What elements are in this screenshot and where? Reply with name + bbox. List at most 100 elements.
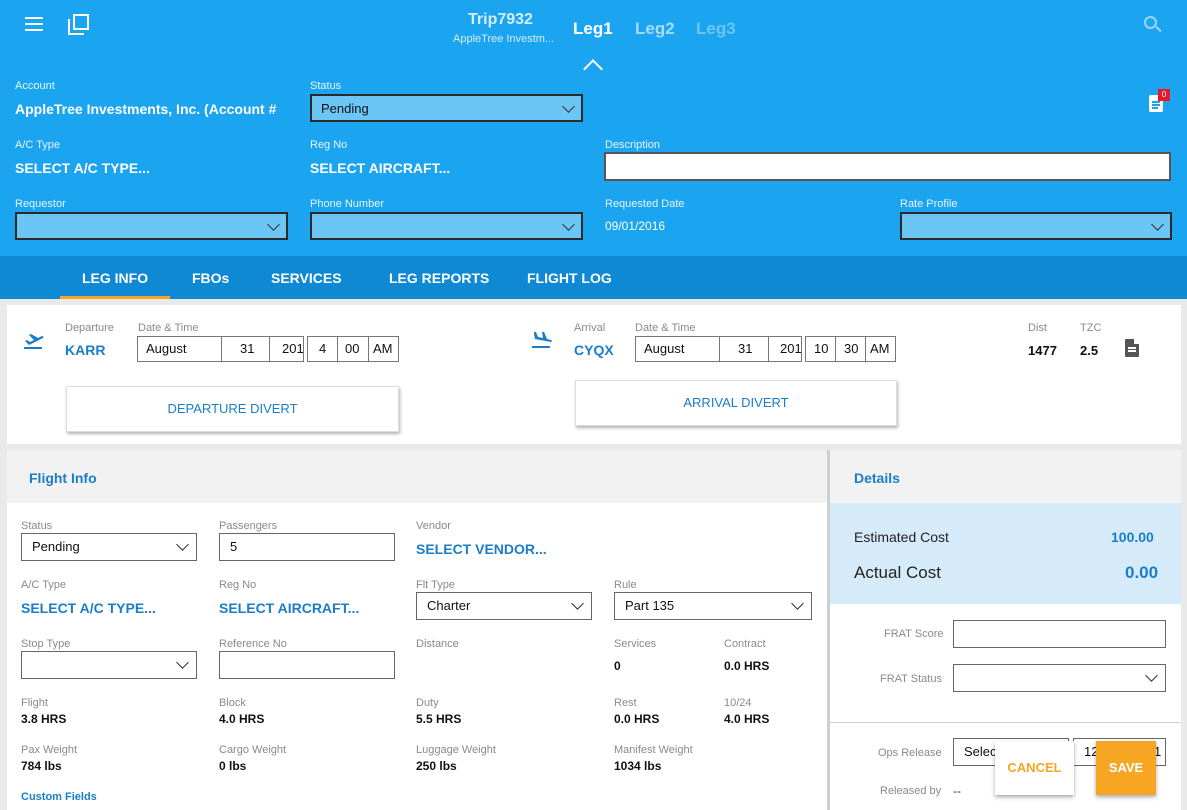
fi-status-value: Pending [32,539,80,554]
departure-year[interactable]: 201 [269,336,304,362]
departure-airport[interactable]: KARR [65,342,106,358]
fi-services-label: Services [614,638,657,650]
chevron-down-icon [791,597,804,610]
pages-icon[interactable] [68,14,90,36]
chevron-down-icon [267,218,280,231]
departure-hour[interactable]: 4 [307,336,338,362]
ops-release-select-value: Select [964,744,1001,759]
fi-refno-label: Reference No [219,638,287,650]
rate-profile-select[interactable] [900,212,1172,240]
fi-flttype-select[interactable]: Charter [416,592,592,620]
phone-select[interactable] [310,212,583,240]
tab-services[interactable]: SERVICES [271,270,342,286]
fi-vendor-select[interactable]: SELECT VENDOR... [416,541,547,557]
frat-score-label: FRAT Score [884,628,944,640]
actual-cost-label: Actual Cost [854,563,941,582]
arrival-label: Arrival [574,322,606,334]
released-by-label: Released by [880,785,942,797]
requested-date-value[interactable]: 09/01/2016 [605,219,666,233]
fi-rest-label: Rest [614,697,637,709]
fi-status-select[interactable]: Pending [21,533,197,561]
fi-passengers-input[interactable]: 5 [219,533,395,561]
account-label: Account [15,80,55,92]
tab-leg-info[interactable]: LEG INFO [82,270,149,286]
fi-ratio-label: 10/24 [724,697,752,709]
departure-day[interactable]: 31 [221,336,270,362]
phone-label: Phone Number [310,198,384,210]
fi-regno-select[interactable]: SELECT AIRCRAFT... [219,600,360,616]
arrival-minute[interactable]: 30 [835,336,866,362]
arrival-year[interactable]: 201 [768,336,802,362]
departure-minute[interactable]: 00 [337,336,369,362]
trip-account-subtitle: AppleTree Investm... [453,33,555,45]
fi-flight-label: Flight [21,697,48,709]
status-select[interactable]: Pending [310,94,583,122]
description-input[interactable] [604,152,1171,181]
document-icon[interactable] [1125,339,1139,357]
frat-score-input[interactable] [953,620,1166,648]
flight-info-panel [7,450,827,810]
arrival-month[interactable]: August [635,336,720,362]
custom-fields-link[interactable]: Custom Fields [21,791,97,803]
chevron-down-icon [176,656,189,669]
tab-leg-reports[interactable]: LEG REPORTS [389,270,490,286]
fi-stoptype-label: Stop Type [21,638,71,650]
fi-block-label: Block [219,697,246,709]
arrival-hour[interactable]: 10 [805,336,836,362]
fi-rule-label: Rule [614,579,637,591]
requestor-select[interactable] [15,212,288,240]
search-icon[interactable] [1144,16,1162,34]
menu-icon[interactable] [25,17,43,31]
fi-vendor-label: Vendor [416,520,451,532]
fi-rule-select[interactable]: Part 135 [614,592,812,620]
ops-release-time-end: 1 [1154,744,1162,759]
rate-profile-label: Rate Profile [900,198,958,210]
fi-flttype-value: Charter [427,598,471,613]
chevron-down-icon [176,538,189,551]
ops-release-time-value: 12 [1084,744,1099,759]
arrival-divert-button[interactable]: ARRIVAL DIVERT [575,380,897,426]
arrival-airport[interactable]: CYQX [574,342,614,358]
tab-leg3[interactable]: Leg3 [696,19,736,38]
departure-ampm[interactable]: AM [368,336,399,362]
fi-cargoweight-label: Cargo Weight [219,744,287,756]
fi-flight-value: 3.8 HRS [21,712,67,726]
description-label: Description [605,139,661,151]
regno-select[interactable]: SELECT AIRCRAFT... [310,160,451,176]
departure-label: Departure [65,322,114,334]
status-label: Status [310,80,342,92]
departure-month[interactable]: August [137,336,222,362]
panel-divider [827,450,830,810]
chevron-down-icon [562,218,575,231]
tzc-value: 2.5 [1080,343,1099,358]
cancel-button[interactable]: CANCEL [995,741,1074,795]
chevron-down-icon [1145,669,1158,682]
fi-paxweight-label: Pax Weight [21,744,78,756]
save-button[interactable]: SAVE [1096,741,1156,795]
actual-cost-value: 0.00 [1125,563,1159,582]
account-value[interactable]: AppleTree Investments, Inc. (Account # [15,101,277,117]
frat-status-select[interactable] [953,664,1166,692]
arrival-ampm[interactable]: AM [865,336,896,362]
requested-date-label: Requested Date [605,198,685,210]
tab-flight-log[interactable]: FLIGHT LOG [527,270,612,286]
fi-actype-select[interactable]: SELECT A/C TYPE... [21,600,156,616]
tab-leg2[interactable]: Leg2 [635,19,675,38]
actype-select[interactable]: SELECT A/C TYPE... [15,160,150,176]
fi-stoptype-select[interactable] [21,651,197,679]
departure-datetime-label: Date & Time [138,322,199,334]
tab-fbos[interactable]: FBOs [192,270,230,286]
status-select-value: Pending [321,101,369,116]
fi-manifestweight-value: 1034 lbs [614,759,662,773]
fi-distance-label: Distance [416,638,459,650]
chevron-down-icon [562,100,575,113]
arrival-day[interactable]: 31 [719,336,769,362]
tzc-label: TZC [1080,322,1102,334]
tab-leg1[interactable]: Leg1 [573,19,613,38]
fi-flttype-label: Flt Type [416,579,455,591]
fi-services-value: 0 [614,659,621,673]
departure-divert-button[interactable]: DEPARTURE DIVERT [66,386,399,432]
fi-refno-input[interactable] [219,651,395,679]
ops-release-label: Ops Release [878,747,942,759]
released-by-value: -- [953,784,961,798]
